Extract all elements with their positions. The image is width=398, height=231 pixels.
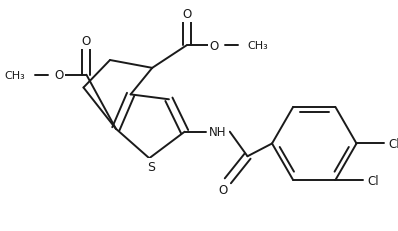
Text: O: O [209,40,219,52]
Text: O: O [82,35,91,48]
Text: CH₃: CH₃ [248,41,268,51]
Text: O: O [182,8,191,21]
Text: O: O [219,183,228,196]
Text: Cl: Cl [367,174,378,187]
Text: NH: NH [209,126,227,139]
Text: O: O [54,69,64,82]
Text: S: S [147,160,155,173]
Text: Cl: Cl [388,137,398,150]
Text: CH₃: CH₃ [5,70,25,80]
